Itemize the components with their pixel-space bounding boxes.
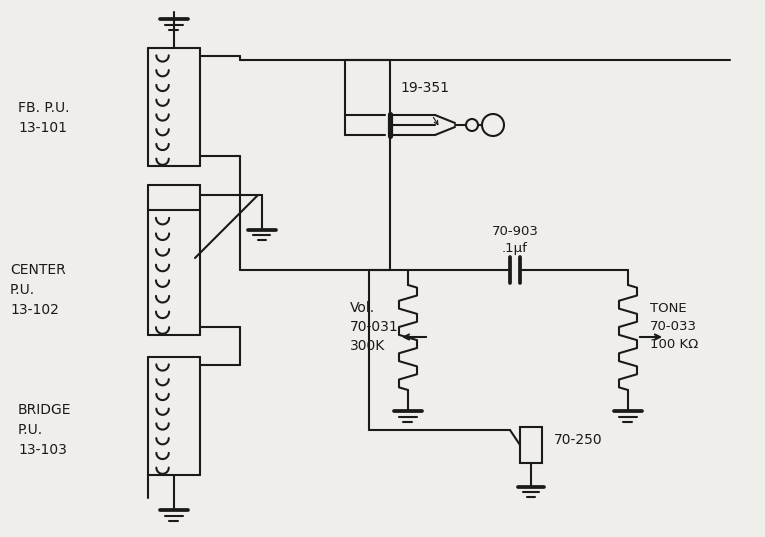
- Text: BRIDGE
P.U.
13-103: BRIDGE P.U. 13-103: [18, 403, 71, 456]
- Text: FB. P.U.
13-101: FB. P.U. 13-101: [18, 101, 70, 135]
- Text: TONE
70-033
100 KΩ: TONE 70-033 100 KΩ: [650, 302, 698, 352]
- Bar: [520, 427, 542, 463]
- Text: 70-250: 70-250: [554, 433, 603, 447]
- Text: 19-351: 19-351: [401, 81, 450, 95]
- Text: Vol.
70-031
300K: Vol. 70-031 300K: [350, 301, 399, 353]
- Text: 70-903
.1μf: 70-903 .1μf: [492, 225, 539, 255]
- Text: CENTER
P.U.
13-102: CENTER P.U. 13-102: [10, 264, 66, 316]
